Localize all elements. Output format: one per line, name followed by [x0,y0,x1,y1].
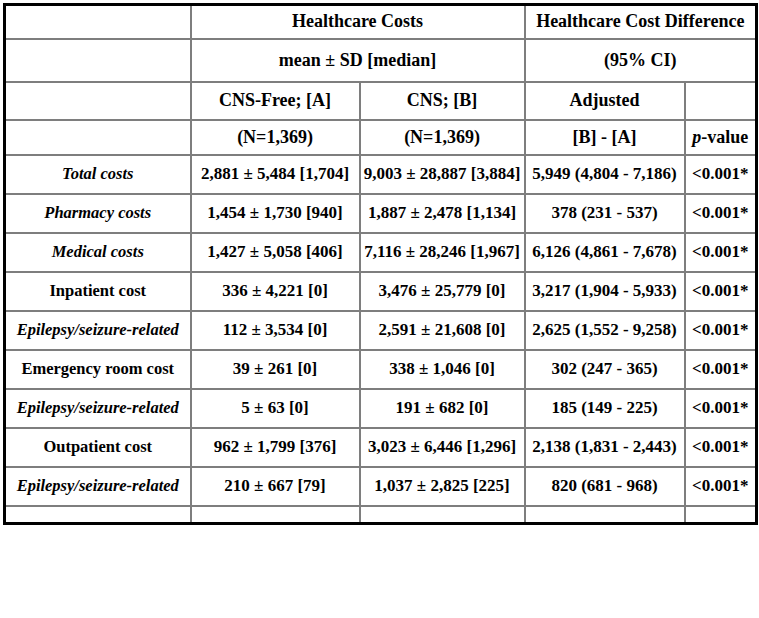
p-value-cell [685,506,757,524]
cns-value-cell: 1,037 ± 2,825 [225] [360,467,525,506]
cns-free-header: CNS-Free; [A] [191,82,360,120]
cns-value-cell [360,506,525,524]
cns-value-cell: 191 ± 682 [0] [360,389,525,428]
cost-difference-group-header: Healthcare Cost Difference [525,5,757,40]
p-value-cell: <0.001* [685,350,757,389]
table-header: Healthcare Costs Healthcare Cost Differe… [5,5,757,156]
adjusted-difference-cell: 2,625 (1,552 - 9,258) [525,311,685,350]
cns-value-cell: 3,023 ± 6,446 [1,296] [360,428,525,467]
header-row-cohorts: CNS-Free; [A] CNS; [B] Adjusted [5,82,757,120]
p-value-cell: <0.001* [685,311,757,350]
adjusted-difference-cell: 302 (247 - 365) [525,350,685,389]
b-minus-a-header: [B] - [A] [525,120,685,155]
cns-free-value-cell: 2,881 ± 5,484 [1,704] [191,155,360,194]
table-row: Inpatient cost336 ± 4,221 [0]3,476 ± 25,… [5,272,757,311]
header-row-measure: mean ± SD [median] (95% CI) [5,39,757,82]
row-label-cell: Epilepsy/seizure-related [5,467,191,506]
paper-table-page: Healthcare Costs Healthcare Cost Differe… [0,0,759,618]
row-label-cell: Total costs [5,155,191,194]
header-row-n: (N=1,369) (N=1,369) [B] - [A] p-value [5,120,757,155]
corner-cell [5,120,191,155]
row-label-cell: Epilepsy/seizure-related [5,311,191,350]
adjusted-difference-cell: 5,949 (4,804 - 7,186) [525,155,685,194]
corner-cell [5,82,191,120]
cns-value-cell: 338 ± 1,046 [0] [360,350,525,389]
p-value-cell: <0.001* [685,389,757,428]
adjusted-difference-cell: 378 (231 - 537) [525,194,685,233]
adjusted-difference-cell: 820 (681 - 968) [525,467,685,506]
table-row [5,506,757,524]
healthcare-costs-group-header: Healthcare Costs [191,5,525,40]
cns-value-cell: 7,116 ± 28,246 [1,967] [360,233,525,272]
p-value-cell: <0.001* [685,233,757,272]
row-label-cell [5,506,191,524]
healthcare-costs-table: Healthcare Costs Healthcare Cost Differe… [3,3,758,525]
p-value-header: p-value [685,120,757,155]
p-value-label-italic: p [692,127,701,147]
table-row: Total costs2,881 ± 5,484 [1,704]9,003 ± … [5,155,757,194]
cns-free-value-cell: 962 ± 1,799 [376] [191,428,360,467]
blank-header-cell [685,82,757,120]
adjusted-difference-cell: 3,217 (1,904 - 5,933) [525,272,685,311]
corner-cell [5,39,191,82]
ci-header: (95% CI) [525,39,757,82]
corner-cell [5,5,191,40]
p-value-cell: <0.001* [685,194,757,233]
cns-free-value-cell [191,506,360,524]
adjusted-difference-cell: 2,138 (1,831 - 2,443) [525,428,685,467]
p-value-cell: <0.001* [685,428,757,467]
n-b-header: (N=1,369) [360,120,525,155]
n-a-header: (N=1,369) [191,120,360,155]
cns-value-cell: 1,887 ± 2,478 [1,134] [360,194,525,233]
row-label-cell: Pharmacy costs [5,194,191,233]
p-value-cell: <0.001* [685,155,757,194]
table-row: Pharmacy costs1,454 ± 1,730 [940]1,887 ±… [5,194,757,233]
p-value-label-rest: -value [701,127,748,147]
adjusted-difference-cell: 185 (149 - 225) [525,389,685,428]
cns-free-value-cell: 336 ± 4,221 [0] [191,272,360,311]
cns-value-cell: 9,003 ± 28,887 [3,884] [360,155,525,194]
cns-value-cell: 3,476 ± 25,779 [0] [360,272,525,311]
row-label-cell: Emergency room cost [5,350,191,389]
p-value-cell: <0.001* [685,467,757,506]
cns-free-value-cell: 1,427 ± 5,058 [406] [191,233,360,272]
cns-free-value-cell: 210 ± 667 [79] [191,467,360,506]
row-label-cell: Outpatient cost [5,428,191,467]
adjusted-difference-cell: 6,126 (4,861 - 7,678) [525,233,685,272]
cns-header: CNS; [B] [360,82,525,120]
row-label-cell: Epilepsy/seizure-related [5,389,191,428]
cns-free-value-cell: 39 ± 261 [0] [191,350,360,389]
mean-sd-header: mean ± SD [median] [191,39,525,82]
table-row: Emergency room cost39 ± 261 [0]338 ± 1,0… [5,350,757,389]
cns-free-value-cell: 112 ± 3,534 [0] [191,311,360,350]
table-row: Outpatient cost962 ± 1,799 [376]3,023 ± … [5,428,757,467]
cns-free-value-cell: 1,454 ± 1,730 [940] [191,194,360,233]
cns-value-cell: 2,591 ± 21,608 [0] [360,311,525,350]
row-label-cell: Medical costs [5,233,191,272]
table-row: Epilepsy/seizure-related5 ± 63 [0]191 ± … [5,389,757,428]
adjusted-difference-cell [525,506,685,524]
p-value-cell: <0.001* [685,272,757,311]
adjusted-header: Adjusted [525,82,685,120]
header-row-group: Healthcare Costs Healthcare Cost Differe… [5,5,757,40]
table-body: Total costs2,881 ± 5,484 [1,704]9,003 ± … [5,155,757,524]
cns-free-value-cell: 5 ± 63 [0] [191,389,360,428]
table-row: Medical costs1,427 ± 5,058 [406]7,116 ± … [5,233,757,272]
table-row: Epilepsy/seizure-related112 ± 3,534 [0]2… [5,311,757,350]
table-row: Epilepsy/seizure-related210 ± 667 [79]1,… [5,467,757,506]
row-label-cell: Inpatient cost [5,272,191,311]
